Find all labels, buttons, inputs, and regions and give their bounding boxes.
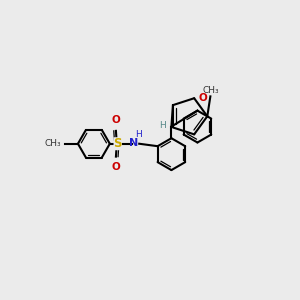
Text: S: S — [113, 137, 122, 150]
Text: O: O — [112, 162, 120, 172]
Text: O: O — [199, 93, 207, 103]
Text: H: H — [159, 122, 166, 130]
Text: N: N — [129, 138, 138, 148]
Text: O: O — [112, 116, 120, 125]
Text: CH₃: CH₃ — [202, 86, 219, 95]
Text: CH₃: CH₃ — [44, 139, 61, 148]
Text: H: H — [136, 130, 142, 139]
